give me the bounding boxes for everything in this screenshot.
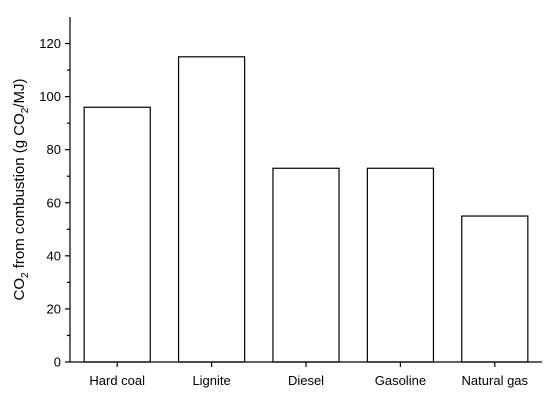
y-tick-label: 20 [47, 301, 61, 316]
bar-hard-coal [83, 106, 151, 363]
x-tick-label: Lignite [192, 373, 230, 388]
y-tick-label: 60 [47, 195, 61, 210]
x-tick-labels: Hard coal Lignite Diesel Gasoline Natural ga… [89, 362, 529, 388]
bars-layer [83, 56, 529, 363]
y-tick-label: 40 [47, 248, 61, 263]
ylabel-suffix: /MJ) [11, 78, 28, 107]
y-ticks: 0 20 40 60 80 100 120 [39, 36, 70, 370]
y-tick-label: 120 [39, 36, 61, 51]
ylabel-sub1: 2 [20, 272, 31, 278]
ylabel-middle: from combustion (g CO [11, 113, 28, 272]
y-tick-label: 100 [39, 89, 61, 104]
x-tick-label: Diesel [288, 373, 324, 388]
y-tick-label: 80 [47, 142, 61, 157]
bar-gasoline [366, 167, 435, 363]
x-tick-label: Gasoline [375, 373, 426, 388]
ylabel-sub2: 2 [20, 107, 31, 113]
y-tick-label: 0 [54, 355, 61, 370]
y-axis-title: CO2 from combustion (g CO2/MJ) [11, 78, 31, 300]
x-tick-label: Hard coal [89, 373, 145, 388]
bar-natural-gas [461, 215, 529, 363]
ylabel-prefix: CO [11, 278, 28, 301]
x-tick-label: Natural gas [462, 373, 529, 388]
bar-diesel [272, 167, 340, 363]
bar-lignite [177, 56, 246, 363]
